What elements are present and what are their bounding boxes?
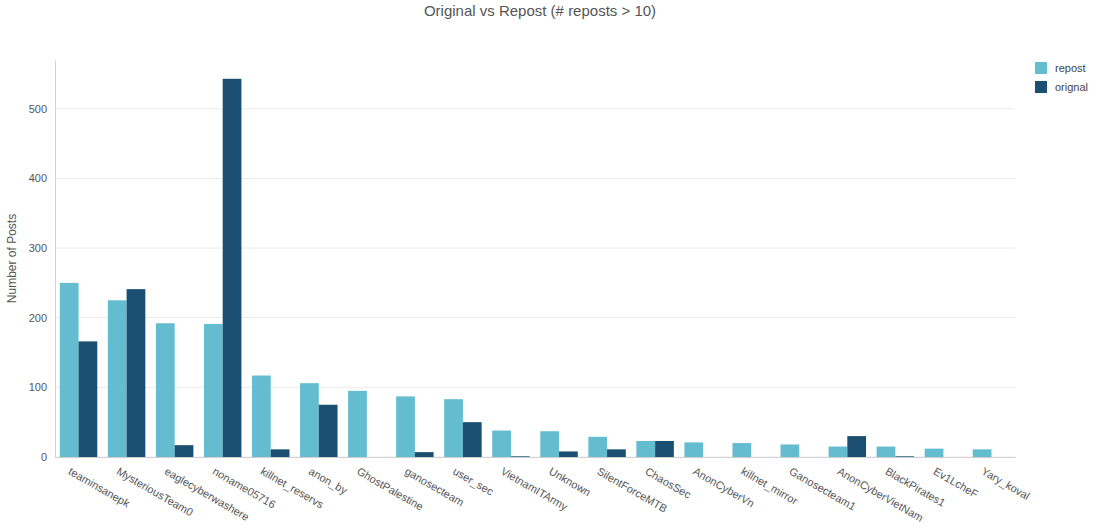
bar bbox=[829, 447, 848, 457]
x-tick-label: AnonCyberVietNam bbox=[835, 465, 925, 524]
bar bbox=[925, 449, 944, 457]
y-axis-line bbox=[55, 61, 56, 458]
bar bbox=[79, 341, 98, 457]
x-tick: MysteriousTeam0 bbox=[115, 457, 196, 518]
bar bbox=[108, 300, 127, 457]
bar bbox=[943, 457, 962, 458]
bar bbox=[973, 449, 992, 457]
y-tick-label: 300 bbox=[29, 242, 47, 254]
y-tick-label: 500 bbox=[29, 103, 47, 115]
y-tick-label: 100 bbox=[29, 381, 47, 393]
x-tick: ChaosSec bbox=[643, 457, 693, 501]
bar bbox=[415, 452, 434, 457]
bars bbox=[60, 79, 992, 457]
bar bbox=[511, 456, 530, 457]
bar bbox=[847, 436, 866, 457]
x-tick: VietnamITArmy bbox=[499, 457, 570, 513]
x-axis: teaminsanepkMysteriousTeam0eaglecyberwas… bbox=[56, 457, 1032, 524]
bar bbox=[991, 457, 1010, 458]
y-tick-label: 200 bbox=[29, 312, 47, 324]
x-tick: killnet_reservs bbox=[259, 457, 326, 511]
x-tick: Ganosecteam1 bbox=[787, 457, 858, 513]
y-tick: 0 bbox=[41, 451, 55, 463]
x-tick: SilentForceMTB bbox=[595, 457, 669, 515]
y-axis: 0 100 200 300 400 500 bbox=[29, 61, 56, 464]
bar bbox=[223, 79, 242, 457]
legend-label: repost bbox=[1055, 62, 1086, 74]
grid-line bbox=[55, 178, 1015, 179]
grid-line bbox=[55, 317, 1015, 318]
x-tick-label: anon_by bbox=[307, 465, 350, 497]
y-tick-label: 0 bbox=[41, 451, 47, 463]
bar bbox=[799, 457, 818, 458]
x-tick: Ev1LcheF bbox=[931, 457, 980, 500]
bar bbox=[396, 396, 415, 457]
x-tick-label: Yary_koval bbox=[980, 465, 1032, 502]
y-tick: 400 bbox=[29, 172, 55, 184]
bar bbox=[492, 431, 511, 457]
bar bbox=[252, 376, 271, 457]
title: Original vs Repost (# reposts > 10) bbox=[424, 2, 656, 19]
x-tick-label: Ev1LcheF bbox=[931, 465, 980, 500]
legend-label: orignal bbox=[1055, 81, 1088, 93]
x-axis-line bbox=[56, 457, 1016, 458]
x-tick-label: eaglecyberwashere bbox=[163, 465, 252, 523]
y-tick: 100 bbox=[29, 381, 55, 393]
bar bbox=[300, 383, 319, 457]
legend: repost orignal bbox=[1035, 62, 1088, 93]
bar bbox=[271, 449, 290, 457]
x-tick-label: Unknown bbox=[547, 465, 593, 498]
legend-swatch bbox=[1035, 81, 1047, 93]
bar bbox=[588, 437, 607, 457]
legend-item: repost bbox=[1035, 62, 1086, 74]
bar bbox=[703, 457, 722, 458]
x-tick: anon_by bbox=[307, 457, 350, 497]
x-tick-label: ChaosSec bbox=[643, 465, 693, 501]
legend-item: orignal bbox=[1035, 81, 1088, 93]
bar bbox=[732, 443, 751, 457]
x-tick: Unknown bbox=[547, 457, 593, 498]
bar bbox=[444, 399, 463, 457]
bar bbox=[559, 451, 578, 457]
chart: 0 100 200 300 400 500 teaminsanepkMysteriousTe… bbox=[0, 0, 1100, 528]
x-tick: Yary_koval bbox=[980, 457, 1032, 502]
bar bbox=[204, 324, 223, 457]
grid bbox=[55, 109, 1015, 457]
bar bbox=[348, 391, 367, 457]
bar bbox=[319, 405, 338, 457]
bar-series bbox=[60, 283, 992, 457]
bar bbox=[655, 441, 674, 457]
x-tick-label: user_sec bbox=[451, 465, 496, 498]
x-tick: killnet_mirror bbox=[739, 457, 800, 507]
bar bbox=[156, 323, 175, 457]
bar bbox=[877, 447, 896, 457]
bar bbox=[636, 441, 655, 457]
y-axis-title: Number of Posts bbox=[5, 214, 19, 303]
bar bbox=[895, 456, 914, 457]
y-tick: 500 bbox=[29, 103, 55, 115]
y-tick: 200 bbox=[29, 312, 55, 324]
bar bbox=[540, 431, 559, 457]
bar bbox=[60, 283, 79, 457]
bar-series bbox=[79, 79, 915, 457]
legend-swatch bbox=[1035, 62, 1047, 74]
grid-line bbox=[55, 108, 1015, 109]
bar bbox=[127, 289, 146, 457]
bar bbox=[684, 442, 703, 457]
bar bbox=[367, 457, 386, 458]
x-tick: GhostPalestine bbox=[355, 457, 426, 513]
y-tick-label: 400 bbox=[29, 172, 47, 184]
x-tick: user_sec bbox=[451, 457, 496, 498]
bar bbox=[175, 445, 194, 457]
grid-line bbox=[55, 387, 1015, 388]
grid-line bbox=[55, 248, 1015, 249]
x-tick: noname05716 bbox=[211, 457, 278, 510]
y-tick: 300 bbox=[29, 242, 55, 254]
bar bbox=[751, 457, 770, 458]
grid-line bbox=[55, 457, 1015, 458]
bar bbox=[463, 422, 482, 457]
bar bbox=[781, 444, 800, 457]
bar bbox=[607, 449, 626, 457]
